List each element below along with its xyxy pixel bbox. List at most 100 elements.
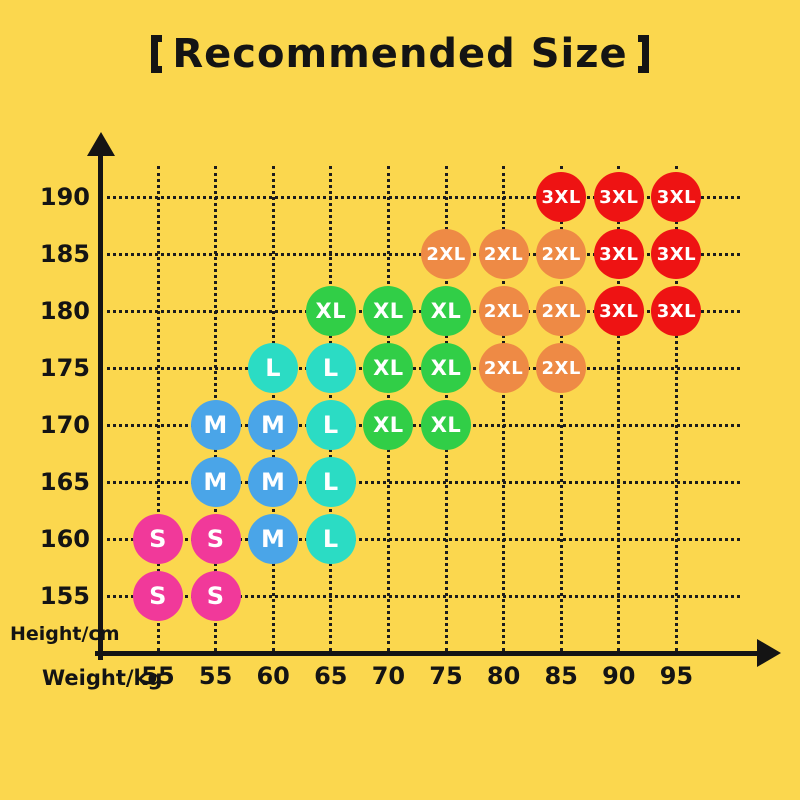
size-bubble-xl: XL: [421, 400, 471, 450]
size-bubble-label: 3XL: [599, 243, 639, 265]
size-bubble-3xl: 3XL: [651, 172, 702, 222]
size-bubble-label: 3XL: [599, 300, 639, 322]
size-bubble-label: 3XL: [656, 243, 697, 265]
gridline-horizontal: [100, 366, 740, 370]
page-title: Recommended Size: [0, 30, 800, 78]
x-tick-label: 60: [256, 662, 290, 690]
size-bubble-label: S: [206, 525, 225, 553]
size-bubble-label: XL: [315, 299, 347, 323]
y-tick-label: 160: [39, 525, 90, 553]
size-bubble-2xl: 2XL: [536, 343, 587, 393]
gridline-horizontal: [100, 537, 740, 541]
size-bubble-2xl: 2XL: [478, 229, 529, 279]
size-bubble-label: M: [203, 411, 228, 439]
size-bubble-label: S: [149, 582, 167, 610]
gridline-vertical: [502, 166, 506, 651]
size-bubble-m: M: [190, 400, 241, 450]
x-tick-label: 85: [544, 662, 578, 690]
size-bubble-m: M: [190, 457, 241, 507]
left-lenticular-bracket: [151, 35, 163, 73]
size-bubble-label: M: [260, 411, 286, 439]
x-axis-line: [95, 651, 761, 656]
size-bubble-label: XL: [373, 413, 404, 437]
gridline-vertical: [674, 166, 678, 651]
y-tick-label: 180: [39, 297, 90, 325]
size-bubble-2xl: 2XL: [478, 343, 529, 393]
y-tick-label: 170: [39, 411, 90, 439]
gridline-vertical: [559, 166, 563, 651]
size-bubble-label: 2XL: [541, 300, 581, 322]
x-tick-label: 75: [429, 662, 463, 690]
x-tick-label: 95: [659, 662, 694, 690]
size-bubble-s: S: [190, 571, 241, 621]
size-bubble-3xl: 3XL: [651, 229, 702, 279]
x-tick-label: 65: [314, 662, 348, 690]
size-bubble-xl: XL: [305, 286, 356, 336]
size-bubble-3xl: 3XL: [593, 229, 644, 279]
size-bubble-label: XL: [430, 299, 462, 323]
size-bubble-label: L: [322, 411, 339, 439]
size-bubble-3xl: 3XL: [651, 286, 702, 336]
size-bubble-l: L: [248, 343, 299, 393]
size-bubble-3xl: 3XL: [536, 172, 587, 222]
gridline-horizontal: [100, 594, 740, 598]
gridline-horizontal: [100, 195, 740, 199]
x-axis-label: Weight/kg: [42, 666, 163, 690]
size-bubble-xl: XL: [363, 343, 414, 393]
gridline-horizontal: [100, 480, 740, 484]
y-tick-label: 185: [39, 240, 90, 268]
size-bubble-m: M: [248, 457, 299, 507]
size-bubble-label: 3XL: [599, 186, 639, 208]
size-bubble-label: XL: [373, 356, 404, 380]
size-bubble-2xl: 2XL: [478, 286, 529, 336]
size-bubble-l: L: [305, 400, 356, 450]
size-bubble-label: 3XL: [541, 186, 581, 208]
size-bubble-s: S: [133, 571, 183, 621]
page-title-text: Recommended Size: [172, 31, 628, 77]
size-bubble-2xl: 2XL: [536, 229, 587, 279]
y-tick-label: 175: [39, 354, 90, 382]
size-bubble-label: XL: [373, 299, 404, 323]
size-bubble-label: M: [260, 525, 286, 553]
size-bubble-label: 2XL: [483, 357, 524, 379]
y-tick-label: 165: [39, 468, 90, 496]
size-bubble-label: L: [322, 525, 339, 553]
size-bubble-3xl: 3XL: [593, 286, 644, 336]
x-tick-label: 55: [141, 662, 175, 690]
size-bubble-label: M: [203, 468, 228, 496]
size-bubble-2xl: 2XL: [536, 286, 587, 336]
gridline-horizontal: [100, 423, 740, 427]
size-bubble-label: 2XL: [483, 300, 524, 322]
size-bubble-s: S: [133, 514, 183, 564]
size-bubble-xl: XL: [421, 286, 471, 336]
size-bubble-label: 2XL: [483, 243, 524, 265]
size-bubble-l: L: [305, 514, 356, 564]
y-tick-label: 155: [39, 582, 90, 610]
y-axis-label: Height/cm: [10, 623, 120, 645]
x-tick-label: 55: [198, 662, 233, 690]
size-bubble-l: L: [305, 343, 356, 393]
size-bubble-label: 2XL: [541, 357, 581, 379]
gridline-vertical: [156, 166, 160, 651]
size-bubble-m: M: [248, 514, 299, 564]
size-bubble-xl: XL: [363, 400, 414, 450]
size-bubble-l: L: [305, 457, 356, 507]
size-bubble-label: 3XL: [656, 300, 697, 322]
size-bubble-label: 3XL: [656, 186, 697, 208]
size-bubble-3xl: 3XL: [593, 172, 644, 222]
size-bubble-label: L: [265, 354, 282, 382]
gridline-horizontal: [100, 309, 740, 313]
size-bubble-label: 2XL: [426, 243, 466, 265]
gridline-vertical: [617, 166, 621, 651]
size-bubble-label: 2XL: [541, 243, 581, 265]
right-lenticular-bracket: [637, 35, 649, 73]
size-bubble-xl: XL: [363, 286, 414, 336]
x-axis-arrow-icon: [757, 639, 781, 667]
size-bubble-xl: XL: [421, 343, 471, 393]
y-axis-line: [98, 150, 103, 660]
size-bubble-2xl: 2XL: [421, 229, 471, 279]
size-bubble-label: L: [322, 468, 339, 496]
size-bubble-m: M: [248, 400, 299, 450]
size-bubble-label: XL: [430, 356, 462, 380]
gridline-horizontal: [100, 252, 740, 256]
